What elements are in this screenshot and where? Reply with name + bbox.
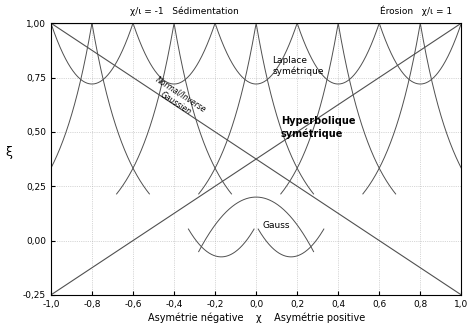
Text: Gauss: Gauss (262, 221, 290, 230)
Text: Érosion   χ/ι = 1: Érosion χ/ι = 1 (380, 5, 452, 15)
Text: Normal/Inverse
Gaussien: Normal/Inverse Gaussien (148, 75, 208, 123)
Text: Hyperbolique
symétrique: Hyperbolique symétrique (281, 116, 355, 139)
Y-axis label: ξ: ξ (6, 146, 12, 159)
Text: χ/ι = -1   Sédimentation: χ/ι = -1 Sédimentation (130, 6, 239, 15)
X-axis label: Asymétrie négative    χ    Asymétrie positive: Asymétrie négative χ Asymétrie positive (147, 313, 365, 323)
Text: Laplace
symétrique: Laplace symétrique (273, 56, 324, 76)
